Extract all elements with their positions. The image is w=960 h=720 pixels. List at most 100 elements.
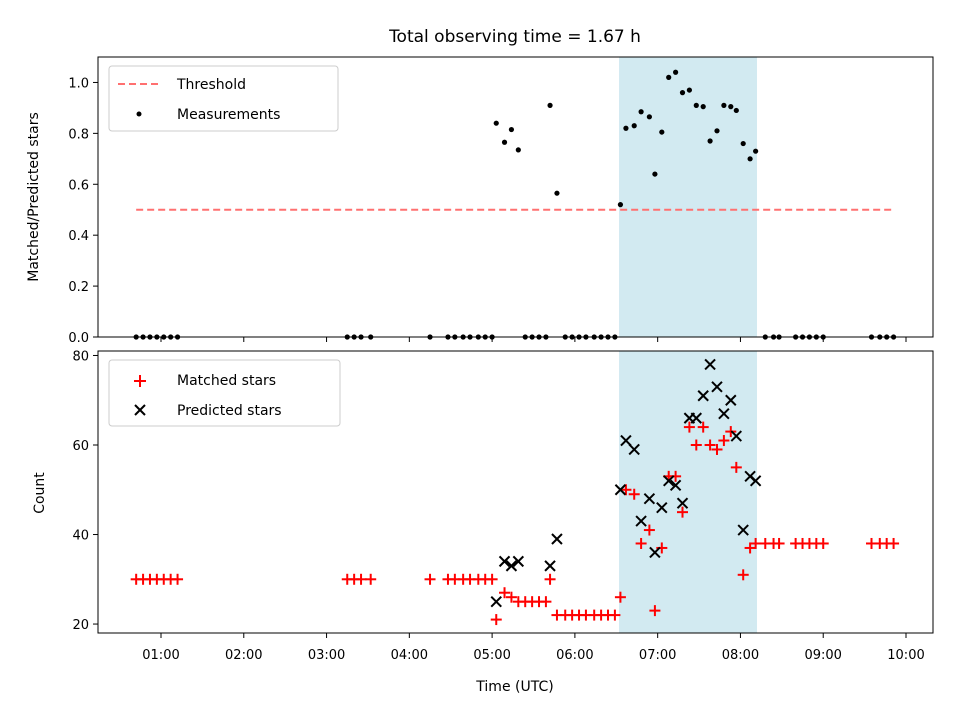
y-tick-label: 0.2 [68, 280, 89, 295]
predicted-stars-point [544, 560, 556, 572]
x-tick-label: 05:00 [473, 648, 510, 663]
measurement-point [733, 107, 739, 114]
legend-measurements-label: Measurements [177, 107, 280, 123]
legend-measurements-swatch [136, 111, 142, 117]
bottom-legend: Matched stars Predicted stars [108, 359, 341, 427]
bottom-plot-area [130, 358, 900, 626]
predicted-stars-point [643, 493, 656, 505]
predicted-stars-point [725, 394, 737, 406]
matched-stars-point [817, 537, 829, 549]
x-axis-label: Time (UTC) [475, 679, 553, 695]
measurement-point [721, 102, 727, 108]
legend-predicted-label: Predicted stars [177, 403, 282, 419]
predicted-stars-point [662, 475, 675, 487]
matched-stars-point [730, 461, 742, 473]
predicted-stars-point [490, 595, 502, 608]
measurement-point [554, 190, 560, 196]
measurement-point [623, 125, 629, 131]
matched-stars-point [365, 573, 377, 585]
y-tick-label: 40 [72, 529, 89, 544]
y-tick-label: 0.0 [68, 331, 89, 346]
x-tick-label: 02:00 [225, 648, 262, 663]
matched-stars-point [744, 542, 756, 554]
measurement-point [700, 104, 706, 110]
chart-title: Total observing time = 1.67 h [388, 27, 641, 47]
measurement-point [673, 69, 679, 75]
x-tick-label: 08:00 [722, 648, 759, 663]
matched-stars-point [690, 439, 702, 451]
matched-stars-point [649, 605, 661, 617]
matched-stars-point [683, 421, 695, 433]
measurement-point [501, 139, 508, 145]
matched-stars-point [697, 421, 709, 433]
predicted-stars-point [628, 443, 640, 456]
y-tick-label: 60 [72, 439, 89, 454]
legend-predicted-swatch [134, 404, 146, 416]
x-tick-label: 01:00 [142, 648, 179, 663]
predicted-stars-point [690, 412, 703, 424]
matched-stars-point [711, 443, 723, 455]
y-tick-label: 20 [72, 618, 89, 633]
matched-stars-point [540, 596, 552, 608]
top-y-axis: 0.0 0.2 0.4 0.6 0.8 1.0 [68, 76, 98, 346]
x-tick-label: 04:00 [391, 648, 428, 663]
measurement-point [493, 120, 499, 126]
x-tick-label: 07:00 [639, 648, 676, 663]
measurement-point [679, 90, 686, 96]
measurement-point [693, 102, 699, 108]
matched-stars-point [750, 537, 762, 549]
y-tick-label: 0.6 [68, 178, 89, 193]
matched-stars-point [888, 537, 900, 549]
measurement-point [747, 156, 753, 162]
legend-matched-label: Matched stars [177, 373, 276, 389]
predicted-stars-point [512, 555, 525, 568]
measurement-point [666, 74, 672, 80]
measurement-point [631, 123, 637, 129]
matched-stars-point [490, 614, 502, 626]
matched-stars-point [486, 573, 498, 585]
top-plot-area [133, 69, 897, 340]
matched-stars-point [773, 537, 785, 549]
top-axes-frame [97, 56, 934, 338]
bottom-y-axis-label: Count [32, 472, 48, 514]
measurement-point [547, 102, 553, 108]
bottom-x-axis: 01:00 02:00 03:00 04:00 05:00 06:00 07:00 08:00… [142, 633, 925, 663]
matched-stars-point [609, 609, 621, 621]
bottom-highlight-span [619, 351, 757, 633]
measurement-point [659, 129, 665, 135]
legend-threshold-label: Threshold [176, 77, 246, 93]
matched-stars-point [614, 591, 626, 603]
top-highlight-span [619, 57, 757, 337]
measurement-point [728, 104, 734, 110]
predicted-stars-point [505, 560, 518, 572]
measurement-point [740, 140, 746, 147]
matched-stars-point [499, 587, 511, 599]
top-legend-box [108, 65, 339, 132]
predicted-stars-point [730, 430, 743, 442]
predicted-stars-point [551, 533, 563, 545]
x-tick-label: 06:00 [556, 648, 593, 663]
x-tick-label: 10:00 [887, 648, 924, 663]
matched-stars-point [718, 435, 730, 447]
predicted-stars-point [718, 407, 730, 420]
measurement-point [638, 109, 644, 115]
x-tick-label: 09:00 [804, 648, 841, 663]
predicted-stars-point [656, 501, 668, 514]
measurement-point [753, 148, 759, 154]
predicted-stars-point [711, 381, 723, 393]
matched-stars-point [677, 506, 688, 518]
y-tick-label: 0.8 [68, 127, 89, 142]
measurement-point [714, 128, 720, 134]
bottom-axes-frame [97, 350, 934, 634]
measurement-point [515, 147, 521, 153]
top-legend: Threshold Measurements [108, 65, 339, 132]
predicted-stars-point [749, 475, 762, 487]
matched-stars-point [172, 573, 184, 585]
matched-stars-point [355, 573, 367, 585]
legend-matched-swatch [134, 375, 146, 387]
matched-stars-point [544, 573, 556, 585]
predicted-stars-point [620, 434, 632, 447]
predicted-stars-point [704, 358, 716, 371]
matched-stars-point [505, 591, 517, 603]
